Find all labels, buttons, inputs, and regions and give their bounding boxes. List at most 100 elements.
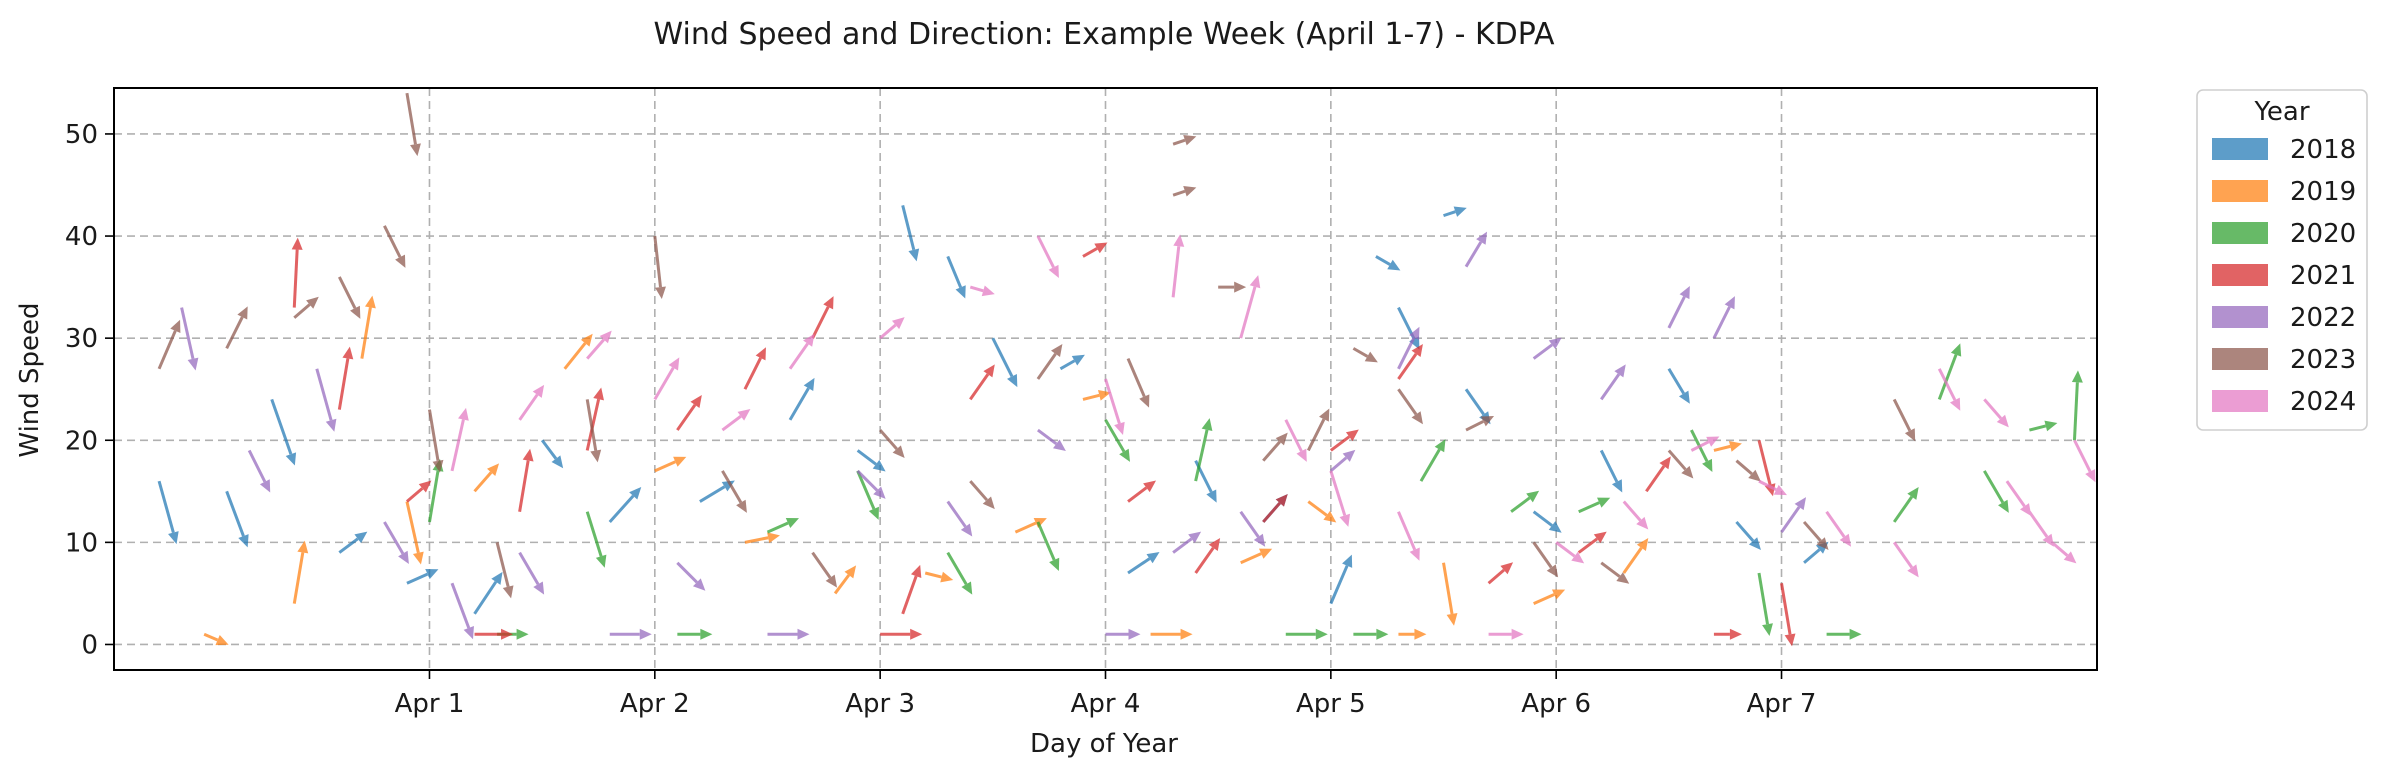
wind-arrow	[1937, 368, 1961, 411]
grid	[114, 88, 2097, 670]
legend-label-2021: 2021	[2290, 261, 2356, 291]
wind-arrow	[1172, 531, 1202, 554]
wind-arrow	[1036, 521, 1060, 571]
wind-arrow	[767, 628, 810, 640]
wind-arrow	[1892, 486, 1919, 523]
wind-arrow	[609, 628, 652, 640]
wind-arrow	[744, 532, 780, 544]
wind-arrow	[1937, 343, 1962, 400]
arrow-layer	[157, 92, 2096, 647]
wind-arrow	[1262, 432, 1288, 462]
wind-arrow	[699, 480, 735, 503]
wind-arrow	[405, 92, 421, 157]
legend-swatch-2023	[2212, 348, 2268, 370]
wind-arrow	[338, 531, 368, 554]
legend-title: Year	[2253, 97, 2309, 127]
wind-arrow	[247, 449, 271, 493]
wind-arrow	[766, 518, 799, 534]
wind-arrow	[969, 480, 995, 510]
wind-arrow	[1713, 441, 1742, 452]
legend-label-2022: 2022	[2290, 303, 2356, 333]
wind-arrow	[1036, 344, 1063, 380]
x-tick-label: Apr 2	[620, 689, 690, 719]
wind-arrow	[946, 255, 966, 299]
y-tick-label: 40	[65, 222, 98, 252]
wind-arrow	[2073, 439, 2096, 483]
series-2022	[180, 231, 1807, 640]
wind-arrow	[1397, 388, 1423, 425]
wind-arrow	[518, 384, 545, 421]
legend-label-2024: 2024	[2290, 387, 2356, 417]
series-2024	[450, 234, 2096, 640]
x-tick-label: Apr 6	[1521, 689, 1591, 719]
wind-arrow	[1397, 511, 1420, 561]
wind-arrow	[969, 285, 995, 297]
wind-arrow	[1442, 562, 1458, 626]
wind-arrow	[880, 628, 923, 640]
wind-arrow	[901, 205, 920, 262]
wind-arrow	[1645, 456, 1671, 493]
wind-arrow	[1262, 493, 1288, 523]
wind-arrow	[677, 628, 713, 640]
wind-arrow	[1172, 186, 1197, 197]
wind-arrow	[1397, 344, 1423, 380]
legend-label-2023: 2023	[2290, 345, 2356, 375]
wind-arrow	[1488, 628, 1524, 640]
wind-arrow	[1397, 306, 1420, 350]
wind-arrow	[180, 307, 199, 371]
wind-arrow	[1329, 554, 1353, 605]
wind-arrow	[518, 551, 545, 595]
wind-arrow	[473, 463, 500, 493]
wind-arrow	[337, 276, 361, 319]
wind-arrow	[427, 458, 444, 523]
wind-arrow	[450, 407, 469, 472]
wind-arrow	[1667, 285, 1690, 329]
wind-arrow	[1194, 538, 1221, 574]
wind-arrow	[833, 565, 857, 595]
y-tick-label: 50	[65, 120, 98, 150]
wind-arrow	[1690, 436, 1720, 452]
wind-arrow	[1239, 510, 1266, 547]
wind-arrow	[1600, 561, 1630, 584]
x-tick-label: Apr 7	[1747, 689, 1817, 719]
wind-arrow	[1352, 347, 1378, 363]
wind-arrow	[1600, 364, 1626, 401]
wind-arrow	[1487, 562, 1514, 585]
y-tick-label: 20	[65, 426, 98, 456]
wind-arrow	[225, 306, 248, 350]
wind-arrow	[270, 398, 297, 466]
wind-arrow	[360, 295, 376, 359]
wind-arrow	[406, 569, 439, 585]
legend: Year 2018 2019 2020 2021 2022 2023 2024	[2196, 89, 2368, 431]
wind-arrow	[157, 480, 179, 545]
wind-arrow	[1172, 134, 1197, 146]
wind-arrow	[1082, 389, 1111, 401]
wind-arrow	[1735, 520, 1761, 550]
wind-arrow	[1398, 628, 1427, 640]
wind-arrow	[1622, 538, 1649, 574]
legend-swatch-2020	[2212, 222, 2268, 244]
wind-arrow	[1780, 497, 1807, 534]
wind-arrow	[473, 571, 503, 615]
wind-arrow	[1758, 479, 1787, 496]
wind-arrow	[1622, 500, 1649, 530]
wind-arrow	[1983, 398, 2009, 428]
wind-arrow	[518, 448, 534, 512]
wind-arrow	[203, 632, 229, 646]
wind-arrow	[1667, 368, 1690, 404]
wind-arrow	[474, 628, 514, 640]
wind-arrow	[337, 346, 354, 410]
wind-arrow	[856, 470, 879, 520]
wind-arrow	[1555, 541, 1585, 564]
wind-arrow	[1353, 628, 1389, 640]
wind-arrow	[1285, 628, 1328, 640]
wind-arrow	[1126, 357, 1150, 408]
wind-arrow	[1218, 281, 1247, 293]
wind-arrow	[856, 449, 886, 472]
series-2020	[427, 343, 2083, 640]
wind-arrow	[1171, 234, 1185, 298]
wind-arrow	[2029, 420, 2058, 432]
wind-arrow	[1127, 480, 1157, 503]
wind-arrow	[540, 439, 564, 469]
